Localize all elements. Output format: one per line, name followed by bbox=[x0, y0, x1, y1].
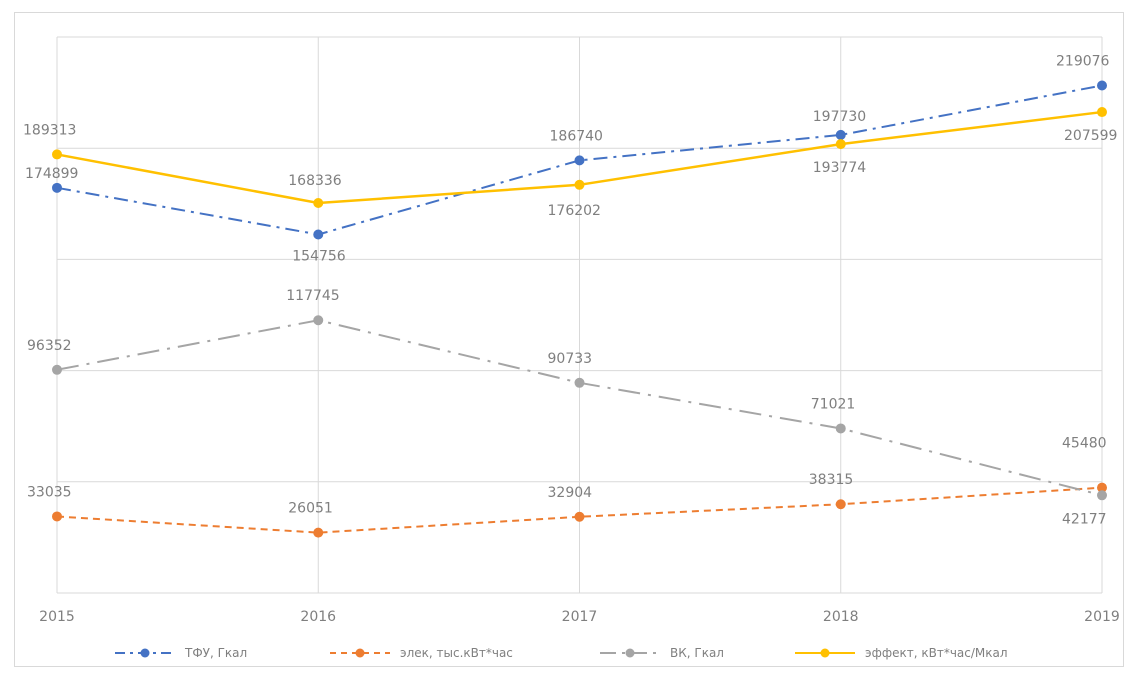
data-point bbox=[835, 139, 846, 150]
data-label: 174899 bbox=[25, 166, 78, 182]
series-markers bbox=[52, 80, 1107, 538]
legend-label: эффект, кВт*час/Мкал bbox=[865, 646, 1008, 660]
data-label: 189313 bbox=[23, 122, 76, 138]
data-point bbox=[574, 377, 585, 388]
data-label: 96352 bbox=[27, 338, 72, 354]
data-label: 193774 bbox=[813, 160, 867, 176]
series-line bbox=[56, 486, 1103, 534]
data-label: 197730 bbox=[813, 109, 866, 125]
data-point bbox=[835, 423, 846, 434]
data-point bbox=[52, 182, 62, 193]
data-point bbox=[313, 527, 324, 538]
legend-marker bbox=[355, 648, 365, 658]
data-point bbox=[1097, 80, 1107, 91]
legend-marker bbox=[820, 648, 830, 658]
data-label: 32904 bbox=[548, 485, 593, 501]
data-label: 186740 bbox=[550, 128, 603, 144]
data-label: 154756 bbox=[292, 248, 346, 264]
x-tick-label: 2016 bbox=[300, 609, 336, 625]
legend: ТФУ, Гкал элек, тыс.кВт*час ВК, Гкал эффект… bbox=[115, 646, 1008, 660]
series-line bbox=[56, 84, 1103, 236]
x-axis-ticks: 2015 2016 2017 2018 2019 bbox=[39, 609, 1120, 625]
data-label: 42177 bbox=[1062, 511, 1107, 527]
data-point bbox=[574, 511, 585, 522]
data-label: 90733 bbox=[548, 351, 593, 367]
x-tick-label: 2019 bbox=[1084, 609, 1120, 625]
data-label: 207599 bbox=[1064, 128, 1117, 144]
data-label: 45480 bbox=[1062, 436, 1107, 452]
data-label: 38315 bbox=[809, 472, 854, 488]
data-point bbox=[313, 315, 324, 326]
legend-label: ВК, Гкал bbox=[670, 646, 724, 660]
chart-frame bbox=[14, 12, 1124, 667]
data-label: 117745 bbox=[286, 288, 339, 304]
data-point bbox=[835, 129, 846, 140]
x-tick-label: 2015 bbox=[39, 609, 75, 625]
data-label: 168336 bbox=[288, 173, 342, 189]
data-point bbox=[1097, 482, 1107, 493]
legend-label: элек, тыс.кВт*час bbox=[400, 646, 513, 660]
data-point bbox=[835, 499, 846, 510]
data-point bbox=[1097, 107, 1107, 118]
data-point bbox=[313, 198, 324, 209]
data-point bbox=[574, 155, 585, 166]
data-labels: 174899 154756 186740 197730 219076 33035 26051… bbox=[23, 53, 1117, 527]
data-label: 176202 bbox=[548, 203, 601, 219]
data-label: 219076 bbox=[1056, 53, 1110, 69]
legend-marker bbox=[140, 648, 150, 658]
x-tick-label: 2018 bbox=[823, 609, 859, 625]
legend-label: ТФУ, Гкал bbox=[184, 646, 247, 660]
data-point bbox=[52, 149, 62, 160]
gridlines bbox=[56, 36, 1103, 594]
x-tick-label: 2017 bbox=[562, 609, 598, 625]
data-point bbox=[1097, 490, 1107, 501]
data-point bbox=[52, 364, 62, 375]
legend-marker bbox=[625, 648, 635, 658]
data-point bbox=[52, 511, 62, 522]
data-point bbox=[574, 179, 585, 190]
data-label: 33035 bbox=[27, 484, 72, 500]
data-point bbox=[313, 229, 324, 240]
data-label: 26051 bbox=[288, 501, 333, 517]
data-label: 71021 bbox=[811, 396, 856, 412]
